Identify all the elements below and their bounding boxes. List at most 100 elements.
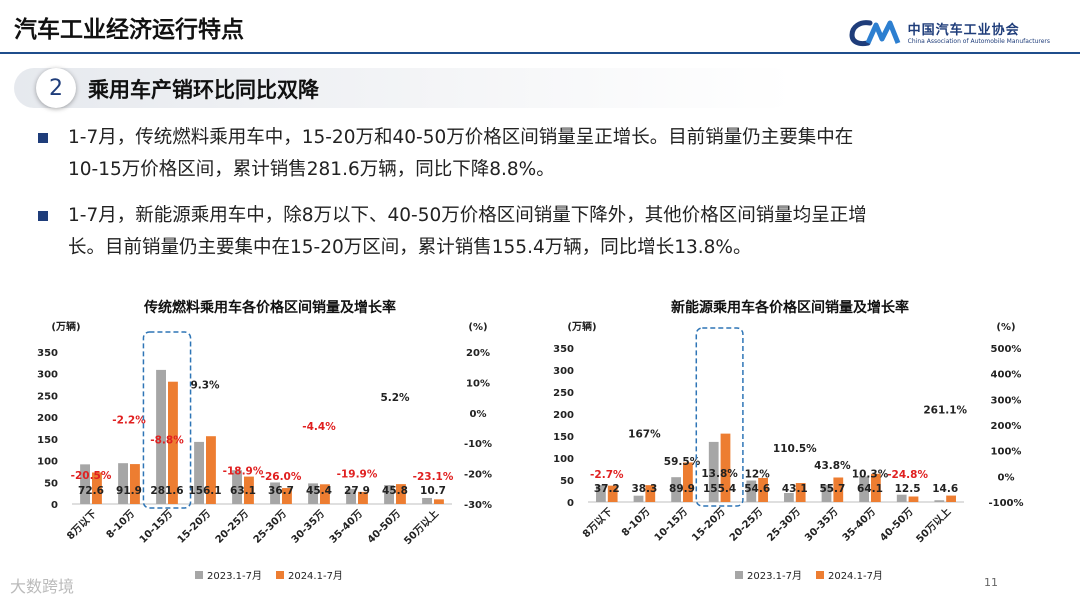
bar-2023 xyxy=(633,495,644,502)
category-label: 30-35万 xyxy=(802,506,840,544)
growth-rate-label: -23.1% xyxy=(413,471,454,483)
left-axis-tick: 300 xyxy=(37,370,58,381)
growth-rate-label: -2.7% xyxy=(590,469,624,481)
caam-logo: 中国汽车工业协会 China Association of Automobile… xyxy=(848,14,1050,50)
bar-2024 xyxy=(130,464,140,504)
left-axis-tick: 150 xyxy=(37,435,58,446)
value-label: 91.9 xyxy=(116,485,142,497)
left-axis-tick: 200 xyxy=(37,413,58,424)
growth-rate-label: -26.0% xyxy=(261,471,302,483)
bar-2024 xyxy=(645,485,656,502)
right-axis-tick: -100% xyxy=(988,498,1023,509)
category-label: 25-30万 xyxy=(251,508,289,546)
bar-2024 xyxy=(946,495,956,502)
category-label: 40-50万 xyxy=(365,508,403,546)
value-label: 281.6 xyxy=(150,485,183,497)
left-axis-unit: (万辆) xyxy=(567,320,596,333)
legend-label-2023: 2023.1-7月 xyxy=(747,571,802,582)
category-label: 30-35万 xyxy=(289,508,327,546)
bar-2023 xyxy=(859,476,869,502)
left-axis-tick: 350 xyxy=(37,348,58,359)
bar-2024 xyxy=(282,488,292,504)
bar-2024 xyxy=(244,476,254,504)
bar-2024 xyxy=(908,496,919,502)
bar-2023 xyxy=(80,464,90,504)
bar-2023 xyxy=(422,497,432,504)
left-axis-tick: 50 xyxy=(44,478,58,489)
legend-swatch-2023 xyxy=(735,570,743,579)
chart-title: 传统燃料乘用车各价格区间销量及增长率 xyxy=(143,299,396,316)
growth-rate-label: 13.8% xyxy=(701,468,738,480)
value-label: 54.6 xyxy=(744,483,770,495)
chart-title: 新能源乘用车各价格区间销量及增长率 xyxy=(671,299,909,316)
right-axis-tick: -10% xyxy=(464,439,492,450)
value-label: 55.7 xyxy=(819,483,845,495)
bar-2024 xyxy=(720,433,731,502)
bullet-square-icon xyxy=(38,133,48,143)
bar-2024 xyxy=(168,381,178,504)
bar-2023 xyxy=(118,463,128,504)
category-label: 35-40万 xyxy=(327,508,365,546)
category-label: 8万以下 xyxy=(580,506,615,541)
left-axis-tick: 50 xyxy=(560,476,574,487)
category-label: 20-25万 xyxy=(213,508,251,546)
value-label: 12.5 xyxy=(895,483,921,495)
value-label: 43.1 xyxy=(782,483,808,495)
right-axis-tick: 100% xyxy=(991,447,1022,458)
right-axis-tick: 200% xyxy=(991,421,1022,432)
bullet-line: 长。目前销量仍主要集中在15-20万区间，累计销售155.4万辆，同比增长13.… xyxy=(68,237,752,258)
value-label: 72.6 xyxy=(78,485,104,497)
bar-2024 xyxy=(434,499,444,504)
growth-rate-label: 5.2% xyxy=(380,392,410,404)
bar-2023 xyxy=(708,441,719,502)
growth-rate-label: -20.5% xyxy=(71,470,112,482)
bar-2023 xyxy=(346,488,356,504)
value-label: 45.4 xyxy=(306,485,332,497)
bar-2023 xyxy=(671,477,681,502)
footer-brand: 大数跨境 xyxy=(10,577,75,596)
bullet-line: 1-7月，新能源乘用车中，除8万以下、40-50万价格区间销量下降外，其他价格区… xyxy=(68,205,867,226)
left-axis-tick: 0 xyxy=(51,500,58,511)
right-axis-unit: (%) xyxy=(468,322,487,333)
bar-2023 xyxy=(156,369,166,504)
growth-rate-label: 12% xyxy=(745,468,771,480)
value-label: 14.6 xyxy=(932,483,958,495)
highlight-box xyxy=(695,327,744,507)
bar-2024 xyxy=(758,477,768,502)
category-label: 50万以上 xyxy=(401,507,441,547)
left-axis-tick: 250 xyxy=(37,391,58,402)
legend-label-2023: 2023.1-7月 xyxy=(207,571,262,582)
bar-2023 xyxy=(896,494,907,502)
right-axis-tick: -30% xyxy=(464,500,492,511)
bar-2024 xyxy=(358,491,368,504)
section-number: 2 xyxy=(36,68,76,108)
growth-rate-label: -18.9% xyxy=(223,465,264,477)
left-axis-tick: 200 xyxy=(553,410,574,421)
value-label: 36.7 xyxy=(268,485,294,497)
chart-nev-price-segments: 新能源乘用车各价格区间销量及增长率 (万辆) (%) 0 50 100 150 200 250 3… xyxy=(553,299,1023,545)
bar-2024 xyxy=(795,483,806,502)
value-label: 63.1 xyxy=(230,485,256,497)
value-label: 10.7 xyxy=(420,485,446,497)
category-label: 10-15万 xyxy=(652,506,690,544)
bar-2024 xyxy=(320,484,330,504)
bar-2023 xyxy=(934,500,945,502)
logo-name-cn: 中国汽车工业协会 xyxy=(907,23,1020,38)
growth-rate-label: 110.5% xyxy=(773,443,817,455)
logo-name-en: China Association of Automobile Manufact… xyxy=(907,38,1050,45)
page-number: 11 xyxy=(984,576,998,589)
category-label: 8万以下 xyxy=(64,508,99,543)
left-axis-tick: 300 xyxy=(553,366,574,377)
bar-2023 xyxy=(384,485,394,504)
growth-rate-label: -19.9% xyxy=(337,468,378,480)
category-label: 15-20万 xyxy=(690,506,728,544)
value-label: 45.8 xyxy=(382,485,408,497)
bullet-line: 1-7月，传统燃料乘用车中，15-20万和40-50万价格区间销量呈正增长。目前… xyxy=(68,127,854,148)
bar-2024 xyxy=(871,473,881,502)
section-title: 乘用车产销环比同比双降 xyxy=(88,78,319,102)
left-axis-tick: 100 xyxy=(37,457,58,468)
chart-ice-legend: 2023.1-7月 2024.1-7月 xyxy=(195,567,357,582)
legend-swatch-2024 xyxy=(815,570,824,579)
legend-label-2024: 2024.1-7月 xyxy=(287,571,343,582)
value-label: 155.4 xyxy=(703,483,736,495)
